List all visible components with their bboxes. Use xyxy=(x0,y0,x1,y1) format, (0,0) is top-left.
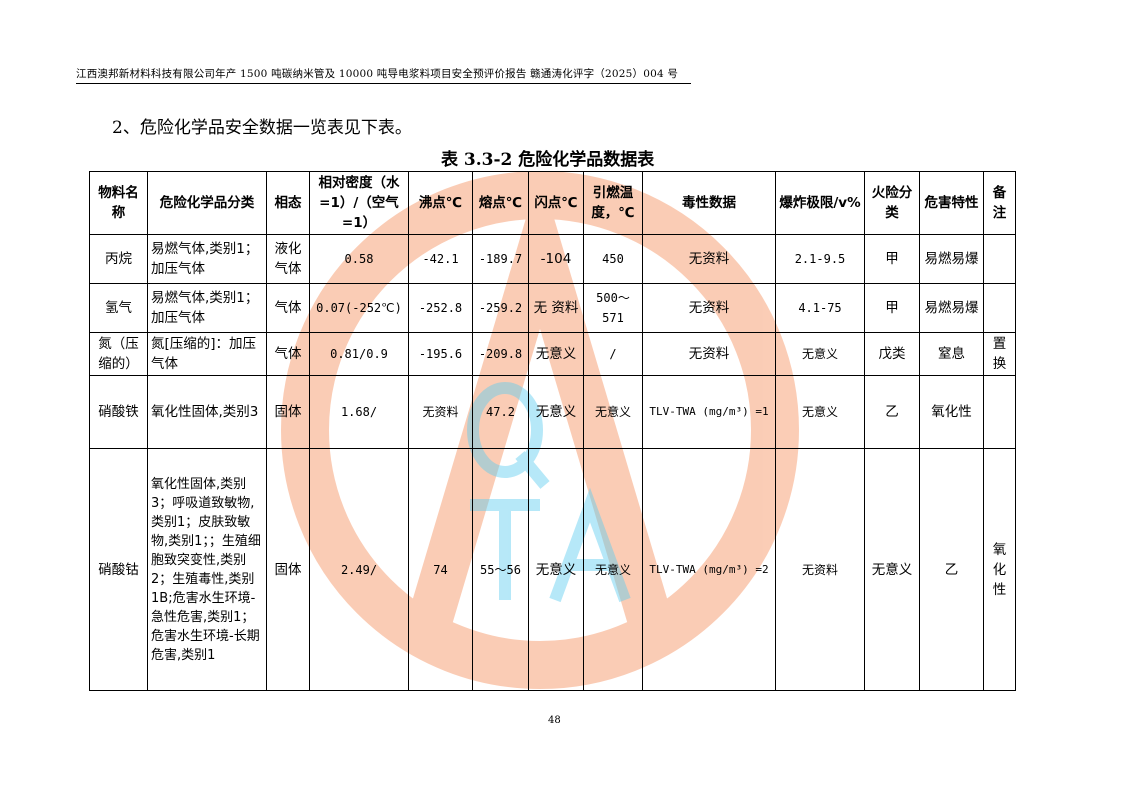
table-cell: 无意义 xyxy=(775,332,865,376)
table-cell: 2.49/ xyxy=(309,448,409,691)
table-cell: 无资料 xyxy=(775,448,865,691)
table-cell: 无意义 xyxy=(583,375,643,449)
table-cell: 氧化性 xyxy=(919,375,984,449)
table-cell: 氢气 xyxy=(89,283,148,333)
table-cell: / xyxy=(583,332,643,376)
table-cell: 0.58 xyxy=(309,234,409,284)
table-cell: 易燃易爆 xyxy=(919,283,984,333)
table-cell xyxy=(983,234,1016,284)
table-row: 氮（压缩的） 氮[压缩的]：加压气体 气体 0.81/0.9 -195.6 -209.8 无… xyxy=(89,332,1016,376)
table-cell: 气体 xyxy=(266,332,310,376)
table-cell: 无资料 xyxy=(642,283,776,333)
table-cell: 易燃易爆 xyxy=(919,234,984,284)
col-header: 熔点℃ xyxy=(472,171,529,235)
table-cell: 4.1-75 xyxy=(775,283,865,333)
intro-paragraph: 2、危险化学品安全数据一览表见下表。 xyxy=(112,118,412,138)
table-cell: 气体 xyxy=(266,283,310,333)
table-cell: 500～571 xyxy=(583,283,643,333)
table-cell: 氮（压缩的） xyxy=(89,332,148,376)
table-caption: 表 3.3-2 危险化学品数据表 xyxy=(441,150,655,170)
table-cell: -195.6 xyxy=(408,332,473,376)
table-cell: -209.8 xyxy=(472,332,529,376)
table-cell: 氧化性固体,类别3；呼吸道致敏物,类别1；皮肤致敏物,类别1；；生殖细胞致突变性… xyxy=(147,448,267,691)
table-cell: 置换 xyxy=(983,332,1016,376)
table-cell: 55～56 xyxy=(472,448,529,691)
table-cell: 易燃气体,类别1；加压气体 xyxy=(147,234,267,284)
table-cell: 无意义 xyxy=(583,448,643,691)
table-cell: 氧化性固体,类别3 xyxy=(147,375,267,449)
col-header: 备注 xyxy=(983,171,1016,235)
table-cell: TLV-TWA (mg/m³) =2 xyxy=(642,448,776,691)
table-cell: 无意义 xyxy=(528,332,584,376)
table-cell: 硝酸铁 xyxy=(89,375,148,449)
table-cell: -252.8 xyxy=(408,283,473,333)
table-cell: 固体 xyxy=(266,375,310,449)
table-cell xyxy=(983,375,1016,449)
hazardous-chemicals-table: 物料名称 危险化学品分类 相态 相对密度（水=1）/（空气=1） 沸点℃ 熔点℃… xyxy=(89,171,1016,691)
table-cell: 窒息 xyxy=(919,332,984,376)
table-row: 氢气 易燃气体,类别1；加压气体 气体 0.07(-252℃) -252.8 -259.2… xyxy=(89,283,1016,333)
table-cell: 固体 xyxy=(266,448,310,691)
col-header: 引燃温度，℃ xyxy=(583,171,643,235)
document-header: 江西澳邦新材料科技有限公司年产 1500 吨碳纳米管及 10000 吨导电浆料项… xyxy=(76,66,691,84)
table-cell: 戊类 xyxy=(864,332,920,376)
table-cell: 氧化性 xyxy=(983,448,1016,691)
table-cell: 0.81/0.9 xyxy=(309,332,409,376)
table-cell: 硝酸钴 xyxy=(89,448,148,691)
col-header: 相对密度（水=1）/（空气=1） xyxy=(309,171,409,235)
table-cell: 甲 xyxy=(864,283,920,333)
table-header-row: 物料名称 危险化学品分类 相态 相对密度（水=1）/（空气=1） 沸点℃ 熔点℃… xyxy=(89,171,1016,235)
table-cell: 74 xyxy=(408,448,473,691)
table-cell: 无资料 xyxy=(642,234,776,284)
table-cell: -42.1 xyxy=(408,234,473,284)
table-row: 硝酸钴 氧化性固体,类别3；呼吸道致敏物,类别1；皮肤致敏物,类别1；；生殖细胞致… xyxy=(89,448,1016,691)
col-header: 闪点℃ xyxy=(528,171,584,235)
table-cell: 450 xyxy=(583,234,643,284)
table-row: 硝酸铁 氧化性固体,类别3 固体 1.68/无资料 47.2 无意义 无意义 TLV-TWA … xyxy=(89,375,1016,449)
table-cell: 液化气体 xyxy=(266,234,310,284)
table-cell: 丙烷 xyxy=(89,234,148,284)
col-header: 沸点℃ xyxy=(408,171,473,235)
page-number: 48 xyxy=(548,715,561,726)
table-cell: 无资料 xyxy=(642,332,776,376)
table-cell: 无意义 xyxy=(775,375,865,449)
table-cell: 乙 xyxy=(864,375,920,449)
col-header: 危险化学品分类 xyxy=(147,171,267,235)
table-cell: 乙 xyxy=(919,448,984,691)
col-header: 危害特性 xyxy=(919,171,984,235)
table-cell: 47.2 xyxy=(472,375,529,449)
table-cell: 1.68/ xyxy=(309,375,409,449)
table-row: 丙烷 易燃气体,类别1；加压气体 液化气体 0.58 -42.1 -189.7 -104 45… xyxy=(89,234,1016,284)
table-cell: -104 xyxy=(528,234,584,284)
table-cell: 2.1-9.5 xyxy=(775,234,865,284)
table-cell: -189.7 xyxy=(472,234,529,284)
table-cell: 氮[压缩的]：加压气体 xyxy=(147,332,267,376)
table-cell: 无意义 xyxy=(864,448,920,691)
col-header: 物料名称 xyxy=(89,171,148,235)
table-cell xyxy=(983,283,1016,333)
table-cell: 无 资料 xyxy=(528,283,584,333)
table-cell: TLV-TWA (mg/m³) =1 xyxy=(642,375,776,449)
table-cell: 0.07(-252℃) xyxy=(309,283,409,333)
col-header: 火险分类 xyxy=(864,171,920,235)
col-header: 毒性数据 xyxy=(642,171,776,235)
col-header: 相态 xyxy=(266,171,310,235)
table-cell: 无意义 xyxy=(528,448,584,691)
table-cell: -259.2 xyxy=(472,283,529,333)
table-cell: 无意义 xyxy=(528,375,584,449)
col-header: 爆炸极限/v% xyxy=(775,171,865,235)
table-cell: 无资料 xyxy=(408,375,473,449)
table-cell: 甲 xyxy=(864,234,920,284)
table-cell: 易燃气体,类别1；加压气体 xyxy=(147,283,267,333)
